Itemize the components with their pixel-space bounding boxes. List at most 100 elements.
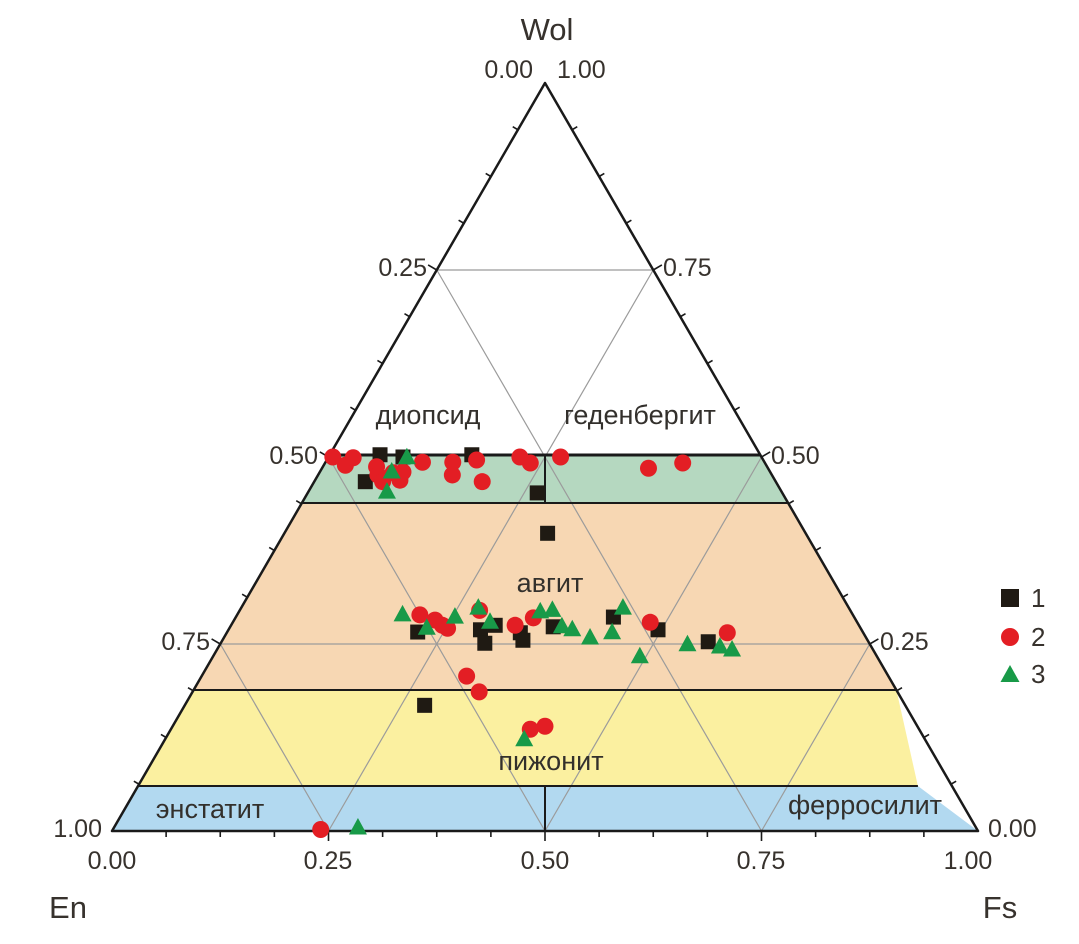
data-point-series-3 xyxy=(417,618,436,635)
legend-item-2-label: 2 xyxy=(1031,622,1045,652)
tick-mark xyxy=(950,780,957,785)
right-tick-000: 0.00 xyxy=(988,815,1037,843)
data-point-series-2 xyxy=(312,821,330,839)
legend-triangle-symbol xyxy=(1000,665,1020,682)
data-point-series-2 xyxy=(521,454,539,472)
left-tick-075: 0.75 xyxy=(161,628,210,656)
data-point-series-2 xyxy=(674,454,692,472)
tick-mark xyxy=(896,687,903,692)
tick-mark xyxy=(404,313,411,318)
field-label-diopside: диопсид xyxy=(376,400,481,430)
field-label-pigeonite: пижонит xyxy=(498,746,603,776)
tick-mark xyxy=(211,638,221,645)
bottom-tick-000: 0.00 xyxy=(88,847,137,875)
tick-mark xyxy=(295,500,302,505)
data-point-series-3 xyxy=(481,612,500,629)
grid-fs-025 xyxy=(327,269,654,832)
data-point-series-2 xyxy=(473,473,491,491)
axis-title-wol: Wol xyxy=(521,12,574,47)
data-point-series-3 xyxy=(710,636,729,654)
left-tick-100: 1.00 xyxy=(53,815,102,843)
tick-mark xyxy=(788,500,795,505)
apex-tick-left: 0.00 xyxy=(484,56,533,84)
data-point-series-2 xyxy=(439,619,457,637)
data-point-series-3 xyxy=(382,461,401,479)
data-point-series-2 xyxy=(324,448,342,466)
data-point-series-2 xyxy=(470,683,488,701)
data-point-series-1 xyxy=(529,485,545,501)
tick-mark xyxy=(815,546,822,552)
data-point-series-3 xyxy=(397,447,416,465)
tick-mark xyxy=(268,546,275,552)
data-point-series-2 xyxy=(639,459,657,477)
corner-label-fs: Fs xyxy=(983,890,1017,925)
data-point-series-3 xyxy=(678,634,697,652)
data-point-series-3 xyxy=(723,639,742,657)
grid-fs-075 xyxy=(760,643,871,832)
grid-en-075 xyxy=(219,643,330,832)
data-point-series-2 xyxy=(718,624,736,642)
tick-mark xyxy=(869,638,879,645)
tick-mark xyxy=(512,126,519,131)
data-point-series-1 xyxy=(540,525,556,541)
data-point-series-2 xyxy=(641,613,659,631)
data-point-series-3 xyxy=(377,482,396,499)
legend-square-symbol xyxy=(1001,589,1019,607)
data-point-series-3 xyxy=(563,619,582,637)
right-tick-075: 0.75 xyxy=(663,254,712,282)
tick-mark xyxy=(923,733,930,739)
tick-mark xyxy=(625,219,632,224)
data-point-series-3 xyxy=(348,818,367,835)
tick-mark xyxy=(761,451,771,458)
tick-mark xyxy=(458,219,465,224)
data-point-series-1 xyxy=(700,634,716,650)
left-tick-050: 0.50 xyxy=(269,442,318,470)
data-point-series-2 xyxy=(536,717,554,735)
data-point-series-3 xyxy=(445,607,464,624)
tick-mark xyxy=(160,733,167,739)
grid-fs-050 xyxy=(544,456,763,832)
data-point-series-1 xyxy=(417,697,433,713)
bottom-tick-075: 0.75 xyxy=(737,847,786,875)
tick-mark xyxy=(598,172,605,178)
tick-mark xyxy=(571,126,578,131)
gridlines xyxy=(219,269,871,832)
tick-mark xyxy=(485,172,492,178)
legend: 1 2 3 xyxy=(1000,583,1045,689)
bottom-tick-100: 1.00 xyxy=(944,847,993,875)
bottom-tick-025: 0.25 xyxy=(304,847,353,875)
tick-mark xyxy=(349,406,356,411)
bottom-tick-050: 0.50 xyxy=(521,847,570,875)
data-point-series-2 xyxy=(444,453,462,471)
apex-tick-right: 1.00 xyxy=(557,56,606,84)
grid-en-025 xyxy=(436,269,763,832)
data-point-series-2 xyxy=(552,448,570,466)
tick-mark xyxy=(133,780,140,785)
legend-item-1: 1 xyxy=(1001,583,1045,613)
corner-label-en: En xyxy=(49,890,87,925)
data-point-series-3 xyxy=(552,616,571,634)
tick-mark xyxy=(187,687,194,692)
field-label-hedenbergite: геденбергит xyxy=(564,400,716,430)
field-label-enstatite: энстатит xyxy=(156,794,265,824)
data-point-series-2 xyxy=(443,466,461,484)
legend-item-2: 2 xyxy=(1001,622,1045,652)
data-point-series-3 xyxy=(543,600,562,617)
data-point-series-3 xyxy=(393,604,412,622)
data-point-series-3 xyxy=(603,622,622,640)
data-point-series-2 xyxy=(411,606,429,624)
data-point-series-2 xyxy=(344,449,362,467)
data-point-series-2 xyxy=(413,453,431,471)
tick-mark xyxy=(427,264,438,271)
data-point-series-3 xyxy=(515,729,534,747)
tick-mark xyxy=(842,593,849,598)
data-point-series-3 xyxy=(613,598,632,615)
data-point-series-1 xyxy=(357,474,373,490)
left-tick-025: 0.25 xyxy=(378,254,427,282)
right-tick-050: 0.50 xyxy=(771,442,820,470)
data-point-series-2 xyxy=(458,667,476,685)
legend-circle-symbol xyxy=(1001,628,1019,646)
tick-mark xyxy=(706,359,713,365)
